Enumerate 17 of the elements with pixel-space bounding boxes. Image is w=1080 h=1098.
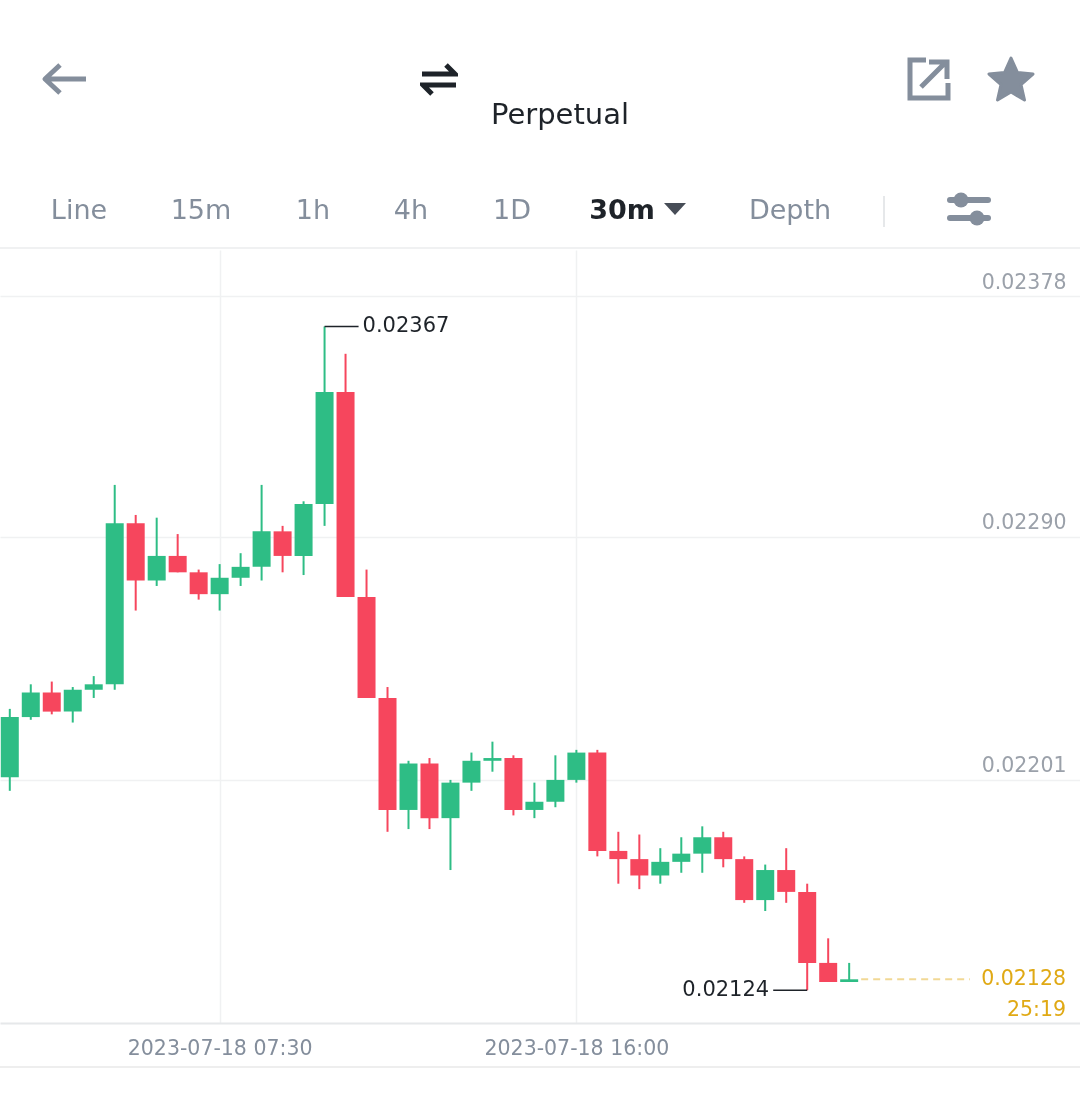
annotation: 0.02124 <box>682 977 770 1002</box>
annotation: 25:19 <box>1006 997 1066 1022</box>
x-tick-label: 2023-07-18 16:00 <box>484 1035 670 1060</box>
x-tick-label: 2023-07-18 07:30 <box>127 1035 313 1060</box>
y-tick-label: 0.02290 <box>981 510 1067 535</box>
text: 15m <box>170 193 232 227</box>
text: 4h <box>393 193 429 227</box>
text: 1D <box>493 193 531 227</box>
text: 1h <box>295 193 331 227</box>
text: Line <box>50 193 108 227</box>
ref-line-label: 0.02128 <box>981 966 1066 991</box>
y-tick-label: 0.02201 <box>981 753 1067 778</box>
text: 30m <box>589 193 655 227</box>
text: Depth <box>748 193 832 227</box>
chart-subtitle: Perpetual <box>490 97 630 132</box>
annotation: 0.02367 <box>362 313 450 338</box>
y-tick-label: 0.02378 <box>981 269 1067 294</box>
